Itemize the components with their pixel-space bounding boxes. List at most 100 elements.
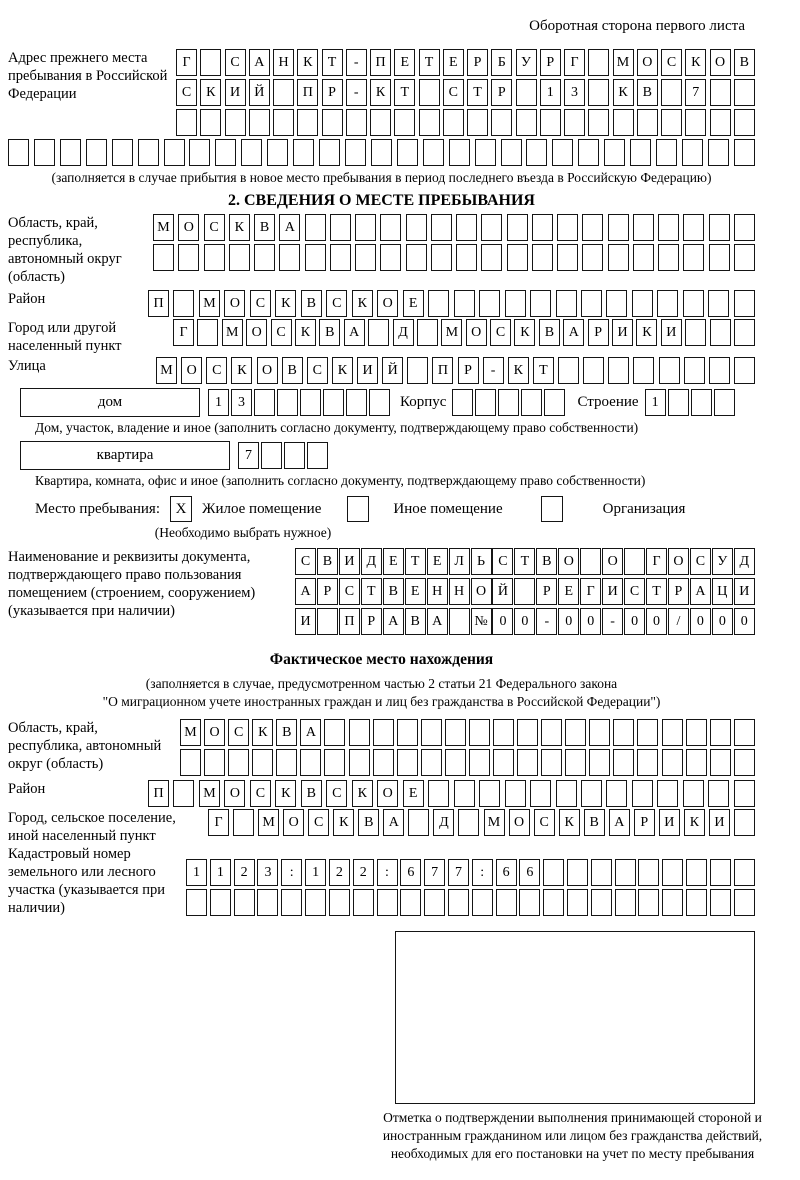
char-cell[interactable]: А xyxy=(295,578,316,605)
char-cell[interactable] xyxy=(733,719,755,746)
char-cell[interactable] xyxy=(328,889,350,916)
char-cell[interactable]: В xyxy=(538,319,560,346)
char-cell[interactable] xyxy=(370,109,391,136)
char-cell[interactable]: - xyxy=(345,79,367,106)
char-cell[interactable] xyxy=(661,79,682,106)
char-cell[interactable] xyxy=(368,319,390,346)
char-cell[interactable]: Т xyxy=(321,49,343,76)
char-cell[interactable] xyxy=(257,889,279,916)
char-cell[interactable]: : xyxy=(281,859,303,886)
char-cell[interactable] xyxy=(491,109,513,136)
char-cell[interactable]: 7 xyxy=(685,79,707,106)
char-cell[interactable]: С xyxy=(224,49,246,76)
char-cell[interactable]: В xyxy=(733,49,755,76)
char-cell[interactable] xyxy=(300,749,322,776)
char-cell[interactable] xyxy=(683,214,705,241)
char-cell[interactable]: О xyxy=(178,214,200,241)
char-cell[interactable]: Е xyxy=(394,49,416,76)
char-cell[interactable]: К xyxy=(514,319,536,346)
char-cell[interactable]: А xyxy=(689,578,711,605)
char-cell[interactable] xyxy=(394,109,416,136)
char-cell[interactable] xyxy=(708,214,730,241)
char-cell[interactable]: К xyxy=(275,290,297,317)
char-cell[interactable] xyxy=(453,780,475,807)
char-cell[interactable] xyxy=(224,109,246,136)
char-cell[interactable]: К xyxy=(636,319,658,346)
char-cell[interactable]: Д xyxy=(733,548,755,575)
char-cell[interactable]: У xyxy=(515,49,537,76)
char-cell[interactable]: : xyxy=(471,859,493,886)
char-cell[interactable]: 0 xyxy=(558,608,580,635)
char-cell[interactable] xyxy=(707,139,729,166)
char-cell[interactable]: О xyxy=(508,809,530,836)
char-cell[interactable] xyxy=(589,749,611,776)
char-cell[interactable] xyxy=(565,749,587,776)
char-cell[interactable]: О xyxy=(602,548,624,575)
char-cell[interactable] xyxy=(372,749,394,776)
char-cell[interactable] xyxy=(176,109,197,136)
char-cell[interactable]: К xyxy=(200,79,222,106)
char-cell[interactable]: Т xyxy=(532,357,554,384)
char-cell[interactable] xyxy=(424,889,446,916)
checkbox-inoe-pomeshchenie[interactable] xyxy=(347,496,370,522)
char-cell[interactable] xyxy=(468,719,490,746)
char-cell[interactable] xyxy=(709,719,731,746)
char-cell[interactable] xyxy=(137,139,159,166)
char-cell[interactable] xyxy=(284,442,305,469)
char-cell[interactable] xyxy=(685,319,707,346)
char-cell[interactable]: В xyxy=(636,79,658,106)
char-cell[interactable]: У xyxy=(711,548,733,575)
char-cell[interactable]: Ь xyxy=(470,548,492,575)
char-cell[interactable]: Е xyxy=(442,49,464,76)
char-cell[interactable]: В xyxy=(536,548,558,575)
char-cell[interactable] xyxy=(636,109,658,136)
char-cell[interactable] xyxy=(541,719,563,746)
char-cell[interactable]: 0 xyxy=(711,608,733,635)
char-cell[interactable] xyxy=(637,719,659,746)
char-cell[interactable] xyxy=(662,859,684,886)
char-cell[interactable]: И xyxy=(658,809,680,836)
char-cell[interactable] xyxy=(631,780,653,807)
char-cell[interactable] xyxy=(614,859,636,886)
char-cell[interactable]: 0 xyxy=(646,608,667,635)
char-cell[interactable]: И xyxy=(295,608,316,635)
char-cell[interactable] xyxy=(658,244,679,271)
char-cell[interactable] xyxy=(661,109,682,136)
char-cell[interactable] xyxy=(543,889,565,916)
char-cell[interactable]: 0 xyxy=(492,608,514,635)
char-cell[interactable]: С xyxy=(308,809,330,836)
char-cell[interactable] xyxy=(209,889,231,916)
char-cell[interactable]: С xyxy=(624,578,646,605)
char-cell[interactable]: Й xyxy=(382,357,404,384)
char-cell[interactable] xyxy=(544,389,566,416)
char-cell[interactable] xyxy=(708,780,730,807)
char-cell[interactable] xyxy=(713,389,735,416)
char-cell[interactable] xyxy=(733,79,755,106)
char-cell[interactable] xyxy=(709,889,731,916)
char-cell[interactable] xyxy=(215,139,237,166)
char-cell[interactable] xyxy=(430,214,452,241)
char-cell[interactable] xyxy=(447,889,469,916)
char-cell[interactable]: И xyxy=(660,319,682,346)
char-cell[interactable] xyxy=(273,109,294,136)
char-cell[interactable] xyxy=(396,719,418,746)
char-cell[interactable]: К xyxy=(231,357,253,384)
char-cell[interactable] xyxy=(531,244,553,271)
char-cell[interactable] xyxy=(515,79,537,106)
char-cell[interactable] xyxy=(506,244,528,271)
char-cell[interactable] xyxy=(580,780,602,807)
char-cell[interactable]: К xyxy=(558,809,580,836)
char-cell[interactable]: Е xyxy=(402,290,424,317)
char-cell[interactable]: О xyxy=(256,357,278,384)
char-cell[interactable]: В xyxy=(281,357,303,384)
char-cell[interactable] xyxy=(588,109,610,136)
char-cell[interactable]: К xyxy=(683,809,705,836)
char-cell[interactable]: И xyxy=(357,357,378,384)
char-cell[interactable] xyxy=(369,389,390,416)
char-cell[interactable]: М xyxy=(156,357,177,384)
char-cell[interactable] xyxy=(506,214,528,241)
char-cell[interactable] xyxy=(657,780,679,807)
char-cell[interactable]: М xyxy=(153,214,174,241)
char-cell[interactable]: О xyxy=(465,319,487,346)
char-cell[interactable]: О xyxy=(470,578,492,605)
